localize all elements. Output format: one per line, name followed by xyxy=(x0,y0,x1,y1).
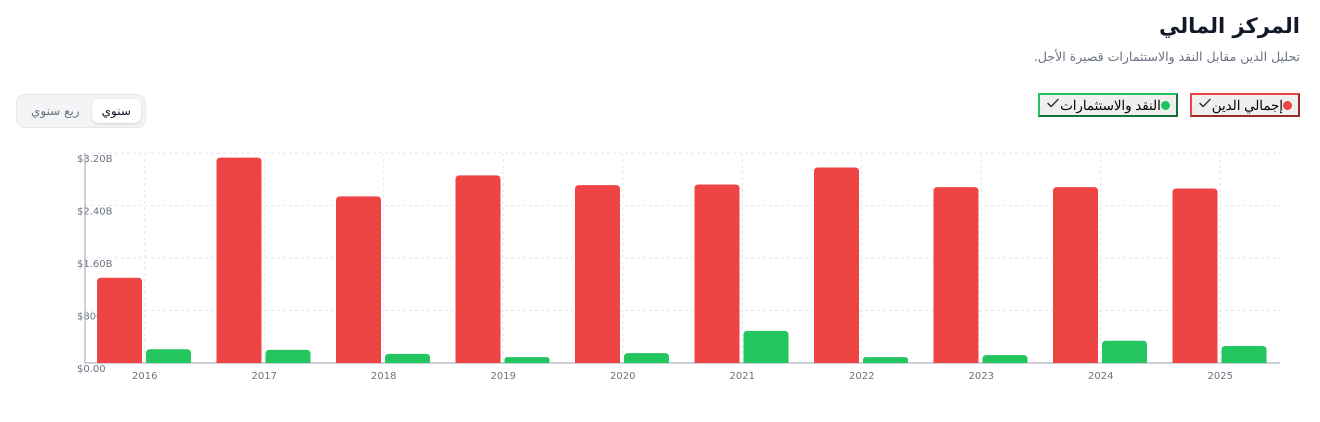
subtitle: تحليل الدين مقابل النقد والاستثمارات قصي… xyxy=(1033,49,1300,64)
y-tick-label: $2.40B xyxy=(77,207,113,218)
bar xyxy=(1172,188,1218,363)
x-tick-label: 2016 xyxy=(132,371,157,382)
bar xyxy=(97,277,142,363)
bar xyxy=(336,196,381,363)
x-tick-label: 2017 xyxy=(252,371,277,382)
bar xyxy=(1102,340,1147,363)
bar xyxy=(982,355,1028,363)
bar xyxy=(455,175,501,363)
bar xyxy=(624,353,669,363)
bar xyxy=(146,349,191,363)
legend-dot xyxy=(1283,101,1292,110)
bar xyxy=(216,157,262,363)
x-tick-label: 2023 xyxy=(969,371,994,382)
bar xyxy=(933,187,979,363)
legend: إجمالي الدين النقد والاستثمارات xyxy=(1038,93,1300,117)
y-tick-label: $3.20B xyxy=(77,154,113,165)
x-tick-label: 2021 xyxy=(730,371,755,382)
y-tick-label: $0.00 xyxy=(77,364,106,375)
toggle-option[interactable]: ربع سنوي xyxy=(21,99,90,123)
bar xyxy=(504,357,550,363)
legend-dot xyxy=(1160,101,1170,110)
legend-item[interactable]: النقد والاستثمارات xyxy=(1038,93,1178,117)
period-toggle: سنوي ربع سنوي xyxy=(16,94,146,128)
bar xyxy=(863,357,908,363)
x-tick-label: 2019 xyxy=(491,371,516,382)
x-tick-label: 2024 xyxy=(1088,371,1113,382)
bar xyxy=(814,167,859,363)
y-tick-label: $1.60B xyxy=(77,259,113,270)
x-tick-label: 2025 xyxy=(1208,371,1233,382)
x-tick-label: 2018 xyxy=(371,371,396,382)
check-icon xyxy=(1047,98,1059,108)
bar xyxy=(575,185,620,363)
legend-item[interactable]: إجمالي الدين xyxy=(1189,93,1300,117)
bar xyxy=(1221,345,1267,363)
bar xyxy=(743,330,789,363)
check-icon xyxy=(1198,98,1211,108)
bar xyxy=(265,349,311,363)
bar xyxy=(1053,187,1098,363)
x-tick-label: 2020 xyxy=(610,371,635,382)
legend-label: إجمالي الدين xyxy=(1211,98,1283,113)
toggle-option[interactable]: سنوي xyxy=(91,99,141,123)
title: المركز المالي xyxy=(1159,14,1300,38)
bar xyxy=(385,353,430,363)
bar xyxy=(694,184,740,363)
legend-label: النقد والاستثمارات xyxy=(1060,98,1161,113)
y-tick-label: $800M xyxy=(77,312,111,323)
x-tick-label: 2022 xyxy=(849,371,874,382)
